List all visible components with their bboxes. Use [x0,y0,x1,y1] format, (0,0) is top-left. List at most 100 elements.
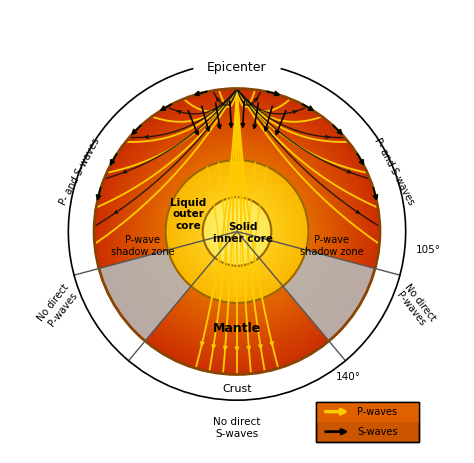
Circle shape [217,212,257,251]
Circle shape [213,207,261,256]
Circle shape [218,213,256,250]
Text: No direct
P-waves: No direct P-waves [36,282,81,330]
Text: P-waves: P-waves [357,407,397,417]
Circle shape [203,197,271,266]
Circle shape [141,136,333,327]
Circle shape [221,216,253,247]
Circle shape [101,96,373,367]
Circle shape [173,167,301,296]
Circle shape [205,200,269,263]
Circle shape [178,173,296,290]
Circle shape [175,169,299,294]
Circle shape [223,217,251,246]
Text: Solid
inner core: Solid inner core [213,222,273,244]
Circle shape [209,203,265,260]
Circle shape [218,213,256,250]
Circle shape [196,190,278,273]
Circle shape [104,99,370,364]
Circle shape [204,198,270,265]
Circle shape [181,176,293,287]
Circle shape [236,231,238,232]
Circle shape [110,104,364,359]
Circle shape [233,227,241,236]
Circle shape [197,192,277,271]
Bar [316,401,419,442]
Circle shape [94,88,380,375]
Circle shape [206,200,268,263]
Circle shape [154,149,320,314]
Circle shape [109,103,365,360]
Text: 140°: 140° [336,372,361,382]
Circle shape [212,206,262,257]
Circle shape [214,208,260,255]
Circle shape [137,131,337,332]
Circle shape [213,207,261,256]
Text: S-waves: S-waves [357,426,398,437]
Circle shape [187,181,287,282]
Circle shape [155,150,319,313]
Circle shape [194,188,280,275]
Circle shape [233,227,241,236]
Circle shape [205,200,269,263]
Circle shape [207,201,267,262]
Circle shape [165,160,309,303]
Circle shape [211,206,263,257]
Circle shape [180,174,294,289]
Circle shape [95,90,379,373]
Circle shape [114,108,360,355]
Circle shape [151,146,323,317]
Circle shape [126,120,348,343]
Circle shape [153,147,321,316]
Circle shape [235,230,239,233]
Circle shape [144,138,330,325]
Circle shape [230,225,244,238]
Circle shape [147,141,327,322]
Circle shape [207,202,267,261]
Circle shape [232,227,242,236]
Circle shape [194,188,280,275]
Circle shape [169,163,305,300]
Circle shape [216,210,258,253]
Circle shape [182,177,292,286]
Circle shape [168,163,306,300]
Circle shape [222,217,252,246]
Circle shape [175,170,299,293]
Circle shape [111,106,363,357]
Circle shape [167,162,307,301]
Circle shape [215,209,259,254]
Circle shape [219,213,255,250]
Circle shape [223,217,251,246]
Circle shape [201,196,273,267]
Circle shape [235,229,239,234]
Circle shape [224,219,250,244]
Circle shape [220,214,254,249]
Circle shape [227,221,247,242]
Circle shape [233,228,241,235]
Circle shape [131,126,343,337]
Circle shape [209,203,265,260]
Circle shape [228,223,246,240]
Circle shape [202,197,272,266]
Circle shape [213,208,261,255]
Circle shape [97,91,377,372]
Circle shape [191,186,283,277]
Circle shape [174,169,300,294]
Circle shape [184,179,290,284]
Text: P- and S-waves: P- and S-waves [58,136,101,206]
Circle shape [185,180,289,283]
Circle shape [231,226,243,237]
Circle shape [197,191,277,272]
Circle shape [160,154,314,309]
Circle shape [228,223,246,240]
Circle shape [164,159,310,304]
Circle shape [231,225,243,238]
Circle shape [190,184,284,279]
Circle shape [167,161,307,302]
Circle shape [223,218,251,245]
Circle shape [121,116,353,347]
Bar [316,401,419,442]
Circle shape [188,183,286,280]
Circle shape [150,144,324,319]
Circle shape [100,94,374,369]
Circle shape [138,133,336,330]
